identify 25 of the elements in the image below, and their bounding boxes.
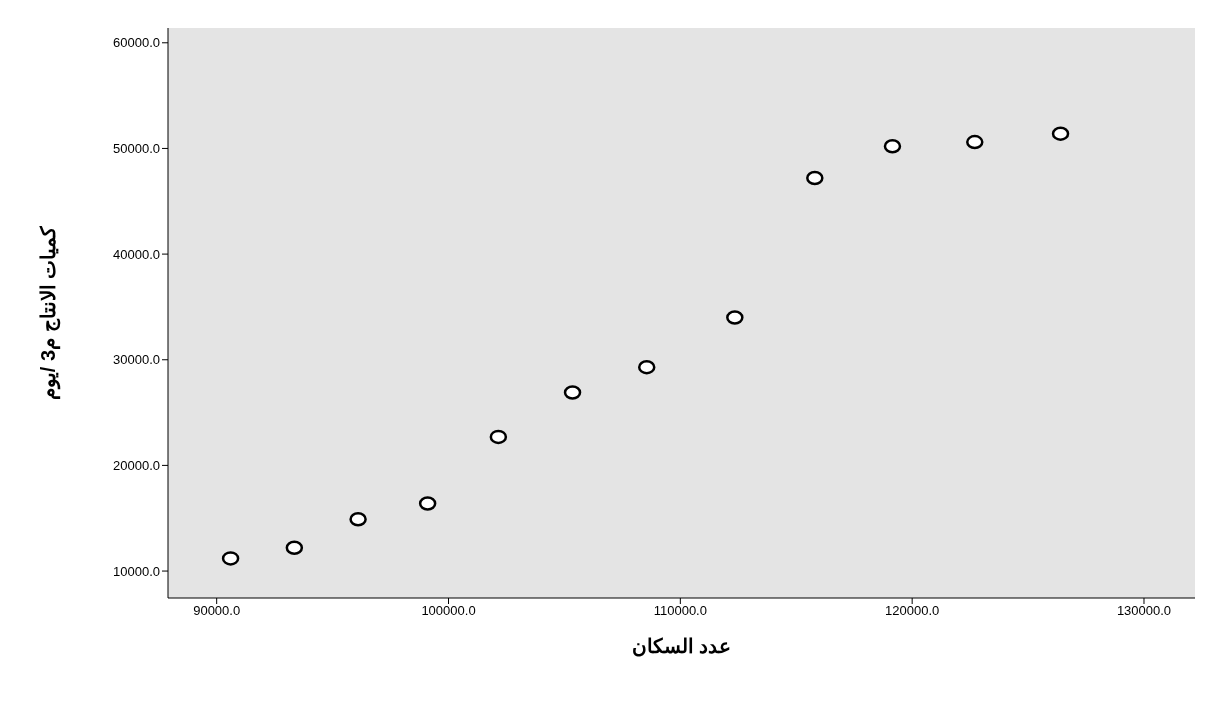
- point: [806, 170, 824, 186]
- x-tick-label: 90000.0: [193, 603, 241, 619]
- point: [285, 540, 304, 556]
- y-tick-label: 30000.0: [113, 352, 160, 368]
- x-tick-label: 130000.0: [1116, 603, 1172, 619]
- x-tick-label: 110000.0: [653, 603, 707, 619]
- point: [883, 139, 902, 154]
- point: [637, 359, 656, 375]
- point: [221, 551, 240, 566]
- y-tick-label: 40000.0: [113, 246, 160, 262]
- y-tick-label: 20000.0: [113, 458, 160, 474]
- y-tick-label: 50000.0: [113, 141, 160, 157]
- y-tick-label: 10000.0: [113, 563, 160, 579]
- point: [726, 310, 744, 325]
- x-tick-label: 120000.0: [885, 603, 940, 619]
- point: [418, 496, 437, 511]
- x-axis-title: عدد السكان: [631, 635, 732, 657]
- point: [1051, 126, 1070, 141]
- point: [349, 512, 367, 527]
- x-tick-label: 100000.0: [421, 603, 476, 619]
- y-axis-title: كميات الانتاج م3 /يوم: [37, 225, 62, 401]
- point: [563, 385, 582, 400]
- point: [489, 429, 508, 445]
- y-tick-label: 60000.0: [113, 35, 160, 51]
- point: [966, 134, 984, 150]
